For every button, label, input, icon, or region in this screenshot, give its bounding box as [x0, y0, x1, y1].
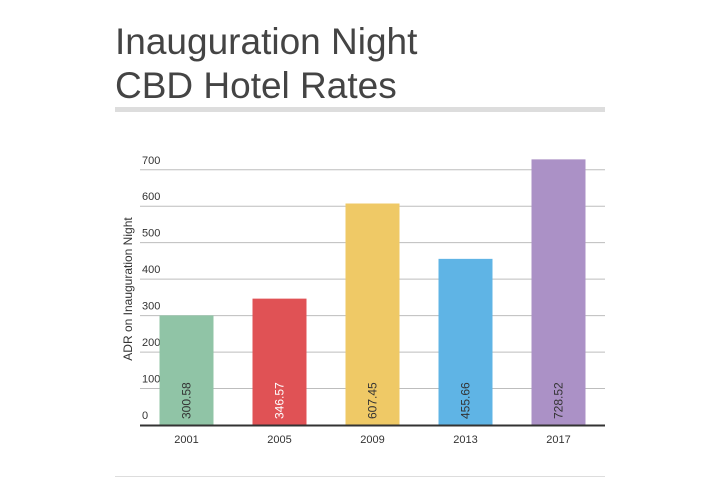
x-tick-label: 2005: [267, 434, 291, 446]
y-tick-label: 0: [142, 410, 148, 422]
chart-title-line-1: Inauguration Night: [115, 21, 418, 62]
y-tick-label: 200: [142, 337, 160, 349]
y-tick-label: 300: [142, 301, 160, 313]
data-label: 300.58: [180, 382, 194, 419]
bars: [159, 159, 586, 425]
x-tick-label: 2009: [360, 434, 384, 446]
footer-divider: [115, 476, 605, 477]
bar-2017: [531, 159, 586, 425]
bar-2001: [159, 315, 214, 425]
data-label: 346.57: [273, 382, 287, 419]
bar-2005: [252, 298, 307, 425]
x-tick-label: 2017: [546, 434, 570, 446]
bar-2013: [438, 258, 493, 425]
x-tick-label: 2001: [174, 434, 198, 446]
y-tick-label: 700: [142, 155, 160, 167]
bar-2009: [345, 203, 400, 425]
data-label: 607.45: [366, 382, 380, 419]
data-label: 728.52: [552, 382, 566, 419]
y-axis-ticks: 0 100 200 300 400 500 600 700: [142, 155, 160, 422]
data-label: 455.66: [459, 382, 473, 419]
y-tick-label: 500: [142, 228, 160, 240]
y-axis-label: ADR on Inauguration Night: [121, 217, 135, 361]
chart-title: Inauguration Night CBD Hotel Rates: [115, 20, 417, 108]
title-divider: [115, 107, 605, 112]
chart-title-line-2: CBD Hotel Rates: [115, 65, 397, 106]
y-tick-label: 600: [142, 191, 160, 203]
x-tick-label: 2013: [453, 434, 477, 446]
x-axis-ticks: 2001 2005 2009 2013 2017: [174, 434, 570, 446]
y-tick-label: 400: [142, 264, 160, 276]
y-tick-label: 100: [142, 374, 160, 386]
data-labels: 300.58 346.57 607.45 455.66 728.52: [180, 382, 566, 419]
